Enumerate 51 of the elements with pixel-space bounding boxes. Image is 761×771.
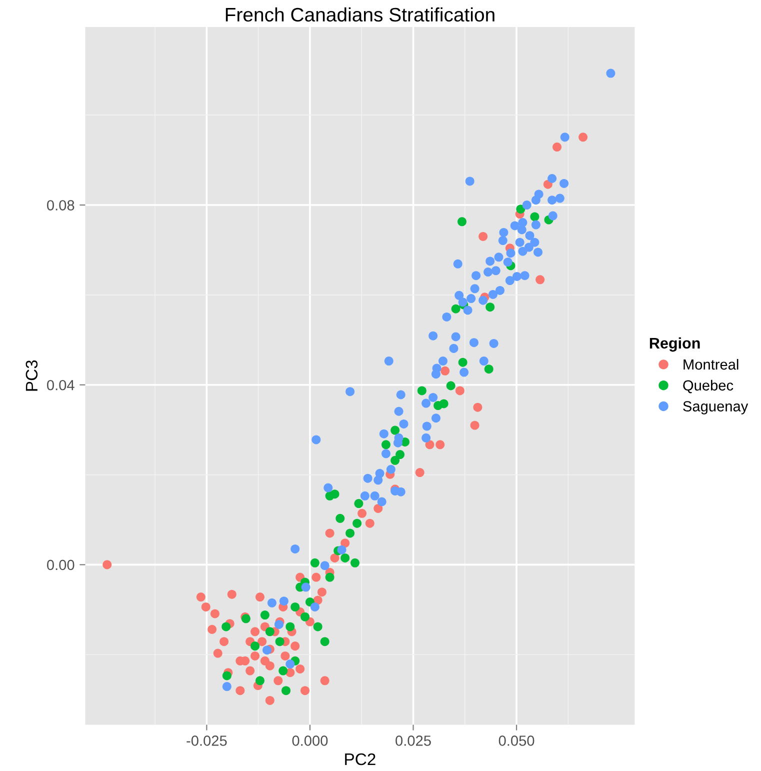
- point: [330, 490, 340, 499]
- point: [457, 217, 466, 226]
- point: [352, 518, 362, 528]
- point: [340, 553, 350, 562]
- point: [290, 602, 300, 612]
- point: [439, 399, 448, 408]
- x-axis-title: PC2: [345, 753, 376, 766]
- point: [260, 610, 270, 620]
- point: [451, 304, 460, 314]
- point: [381, 440, 390, 450]
- point: [300, 612, 310, 622]
- x-tick-label: 0.000: [292, 736, 328, 746]
- y-tick-label: 0.00: [47, 560, 74, 570]
- point: [310, 558, 320, 568]
- x-tick-label: 0.050: [498, 736, 534, 746]
- point: [320, 637, 330, 646]
- point: [486, 302, 495, 312]
- point: [222, 622, 231, 632]
- x-tick-label: -0.025: [186, 736, 227, 746]
- legend-title: Region: [650, 337, 700, 352]
- legend-label: Saguenay: [683, 401, 748, 414]
- point: [390, 426, 400, 435]
- point: [286, 622, 295, 632]
- point: [336, 514, 345, 523]
- point: [354, 499, 364, 508]
- y-axis-title: PC3: [26, 360, 38, 391]
- point: [530, 212, 540, 222]
- point: [350, 558, 360, 568]
- y-tick-label: 0.08: [47, 200, 74, 210]
- point: [282, 686, 291, 696]
- point: [396, 450, 405, 460]
- point: [325, 572, 334, 582]
- point: [222, 671, 232, 680]
- point: [446, 381, 456, 390]
- point: [265, 627, 274, 636]
- point: [390, 456, 400, 465]
- point: [313, 622, 322, 632]
- point: [458, 358, 468, 367]
- point: [346, 528, 355, 538]
- point: [250, 642, 260, 651]
- point: [516, 204, 526, 214]
- chart-title: French Canadians Stratification: [226, 7, 494, 22]
- point: [255, 676, 264, 686]
- y-tick-label: 0.04: [47, 380, 74, 390]
- legend-label: Quebec: [683, 380, 734, 394]
- point: [484, 364, 494, 374]
- point: [417, 386, 426, 396]
- legend-label: Montreal: [684, 358, 738, 370]
- x-tick-label: 0.025: [396, 736, 431, 746]
- point: [278, 666, 288, 676]
- point: [275, 637, 284, 646]
